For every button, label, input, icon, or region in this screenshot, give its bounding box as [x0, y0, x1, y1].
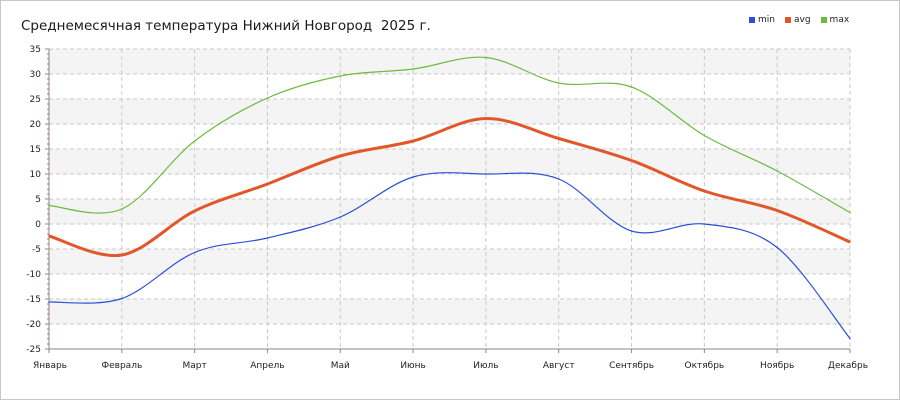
- data-point-avg: [630, 159, 633, 162]
- data-point-max: [412, 68, 414, 70]
- y-tick-label: -15: [26, 295, 41, 305]
- legend-item-min[interactable]: min: [749, 15, 775, 25]
- data-point-min: [412, 176, 414, 178]
- data-point-min: [557, 178, 560, 180]
- y-tick-label: 35: [30, 45, 41, 55]
- data-point-max: [121, 208, 123, 210]
- data-point-avg: [339, 155, 342, 157]
- y-tick-label: 25: [30, 95, 41, 105]
- data-point-min: [121, 297, 123, 300]
- x-tick-label: Август: [543, 361, 575, 371]
- data-point-min: [485, 173, 487, 175]
- data-point-avg: [121, 254, 123, 256]
- legend-swatch-avg: [784, 17, 791, 23]
- series-line-avg: [48, 116, 851, 258]
- grid-band: [49, 199, 850, 224]
- y-tick-label: -20: [26, 320, 41, 330]
- grid-band: [49, 99, 850, 124]
- data-point-min: [339, 216, 342, 218]
- grid-band: [49, 249, 850, 274]
- data-point-avg: [703, 190, 706, 192]
- data-point-min: [849, 337, 851, 340]
- legend: min avg max: [749, 15, 849, 25]
- data-point-max: [776, 170, 778, 172]
- y-tick-label: 20: [30, 120, 42, 130]
- y-tick-label: -5: [32, 245, 41, 255]
- x-tick-label: Июль: [473, 361, 498, 371]
- y-tick-label: 30: [30, 70, 42, 80]
- series-line-min: [48, 172, 851, 339]
- data-point-avg: [266, 183, 269, 185]
- series-line-max: [48, 56, 851, 214]
- data-point-min: [703, 223, 706, 225]
- legend-item-max[interactable]: max: [820, 15, 850, 25]
- x-tick-label: Ноябрь: [760, 361, 794, 371]
- x-tick-label: Июнь: [400, 361, 426, 371]
- data-point-max: [339, 75, 342, 77]
- data-point-max: [557, 82, 560, 84]
- data-point-avg: [48, 235, 50, 237]
- y-tick-label: -10: [26, 270, 41, 280]
- data-point-max: [703, 134, 706, 137]
- x-tick-label: Октябрь: [684, 361, 724, 371]
- x-tick-label: Апрель: [250, 361, 284, 371]
- data-point-avg: [776, 209, 778, 212]
- data-point-avg: [557, 137, 560, 140]
- x-tick-label: Январь: [33, 361, 67, 371]
- data-point-min: [193, 251, 196, 254]
- legend-label-avg: avg: [793, 15, 811, 25]
- data-point-max: [485, 56, 487, 59]
- y-tick-label: 10: [30, 170, 42, 180]
- data-point-max: [849, 211, 851, 214]
- data-point-min: [266, 237, 269, 239]
- data-point-avg: [485, 117, 487, 120]
- y-tick-label: 15: [30, 145, 41, 155]
- data-point-max: [48, 204, 50, 207]
- x-tick-label: Декабрь: [828, 361, 868, 371]
- y-tick-label: -25: [26, 345, 41, 355]
- legend-label-min: min: [758, 15, 775, 25]
- data-point-min: [48, 301, 50, 303]
- x-tick-label: Сентябрь: [609, 361, 654, 371]
- x-tick-label: Май: [331, 361, 350, 371]
- data-point-avg: [849, 241, 851, 243]
- legend-item-avg[interactable]: avg: [784, 15, 811, 25]
- data-point-max: [630, 86, 633, 88]
- legend-swatch-min: [749, 17, 755, 23]
- y-tick-label: 0: [35, 220, 41, 230]
- chart-title: Среднемесячная температура Нижний Новгор…: [21, 18, 431, 34]
- x-tick-label: Март: [183, 361, 207, 371]
- data-point-max: [193, 140, 196, 142]
- data-point-avg: [193, 210, 196, 212]
- data-point-max: [266, 97, 269, 99]
- y-tick-label: 5: [35, 195, 41, 205]
- legend-label-max: max: [829, 15, 850, 25]
- data-point-min: [630, 230, 633, 232]
- grid-band: [49, 149, 850, 174]
- grid-band: [49, 299, 850, 324]
- legend-swatch-max: [820, 17, 827, 23]
- data-point-avg: [412, 140, 414, 142]
- x-tick-label: Февраль: [101, 361, 142, 371]
- data-point-min: [776, 246, 778, 249]
